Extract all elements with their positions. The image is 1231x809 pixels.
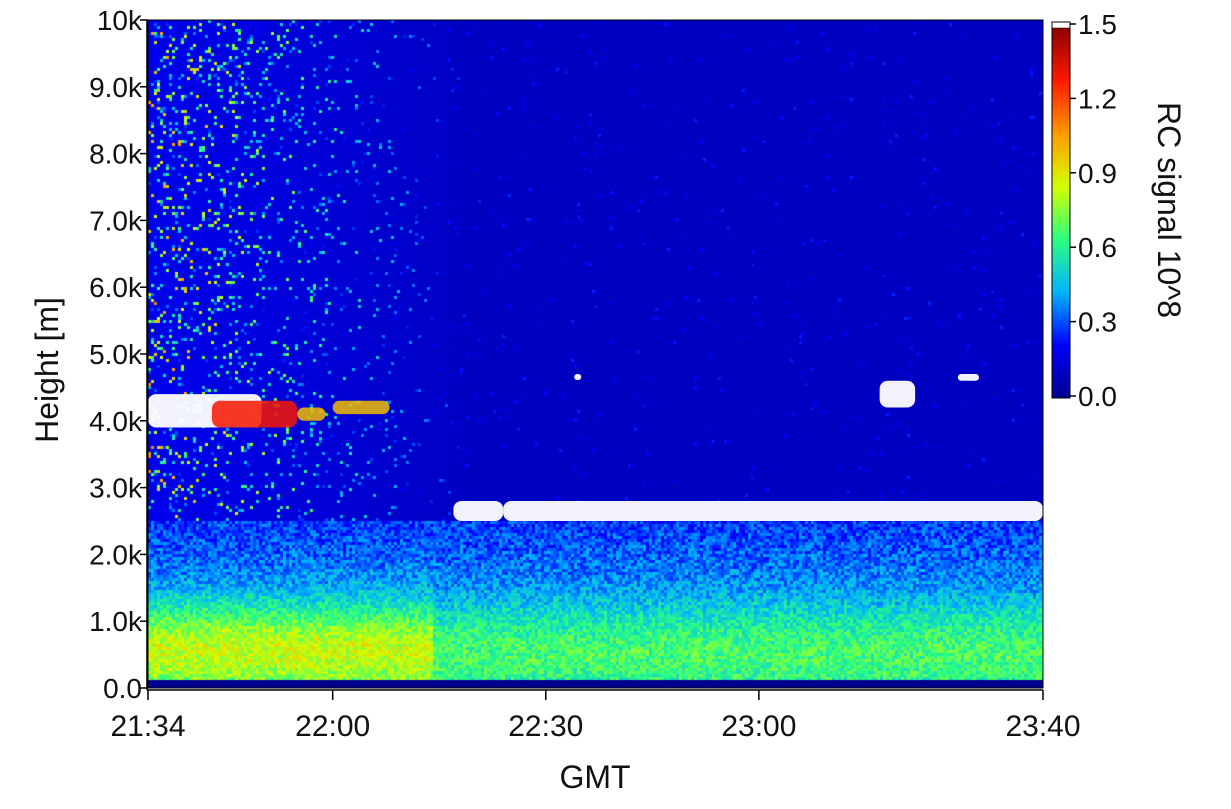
- y-tick-label: 9.0k: [89, 72, 143, 103]
- colorbar-tick-label: 0.6: [1078, 232, 1117, 263]
- heatmap-plot-area: [147, 19, 1044, 689]
- colorbar-tick-label: 0.9: [1078, 158, 1117, 189]
- y-axis: 0.0 1.0k 2.0k 3.0k 4.0k 5.0k 6.0k 7.0k 8.0k 9.0k 1…: [89, 5, 148, 704]
- colorbar-label: RC signal 10^8: [1151, 102, 1187, 318]
- y-tick-label: 6.0k: [89, 272, 143, 303]
- y-tick-label: 1.0k: [89, 606, 143, 637]
- y-tick-label: 5.0k: [89, 339, 143, 370]
- colorbar-tick-label: 1.2: [1078, 83, 1117, 114]
- colorbar-over-swatch: [1051, 21, 1071, 29]
- cloud-layer-8: [957, 374, 980, 381]
- y-axis-label: Height [m]: [29, 297, 65, 443]
- cloud-layer-4: [453, 500, 504, 521]
- cloud-layer-7: [879, 380, 916, 408]
- cloud-layer-3: [332, 400, 390, 415]
- colorbar-tick-label: 0.3: [1078, 307, 1117, 338]
- colorbar: 0.0 0.3 0.6 0.9 1.2 1.5: [1051, 9, 1117, 412]
- cloud-layer-1: [211, 400, 298, 428]
- cloud-layer-2: [297, 407, 326, 421]
- y-tick-label: 8.0k: [89, 139, 143, 170]
- colorbar-tick-label: 1.5: [1078, 9, 1117, 40]
- y-tick-label: 0.0: [103, 673, 142, 704]
- colorbar-tick-label: 0.0: [1078, 381, 1117, 412]
- x-axis-label: GMT: [559, 759, 630, 795]
- colorbar-frame: [1051, 21, 1071, 399]
- y-tick-label: 7.0k: [89, 205, 143, 236]
- x-tick-label: 22:30: [508, 710, 583, 743]
- y-tick-label: 10k: [97, 5, 143, 36]
- cloud-layer-6: [574, 374, 582, 381]
- colorbar-gradient: [1052, 28, 1070, 398]
- heatmap-background: [148, 20, 1043, 688]
- y-tick-label: 2.0k: [89, 539, 143, 570]
- x-tick-label: 22:00: [295, 710, 370, 743]
- y-tick-label: 4.0k: [89, 406, 143, 437]
- x-tick-label: 23:00: [721, 710, 796, 743]
- cloud-layer-5: [503, 500, 1044, 521]
- x-axis: 21:34 22:00 22:30 23:00 23:40: [110, 689, 1081, 743]
- x-tick-label: 23:40: [1005, 710, 1080, 743]
- y-tick-label: 3.0k: [89, 473, 143, 504]
- x-tick-label: 21:34: [110, 710, 185, 743]
